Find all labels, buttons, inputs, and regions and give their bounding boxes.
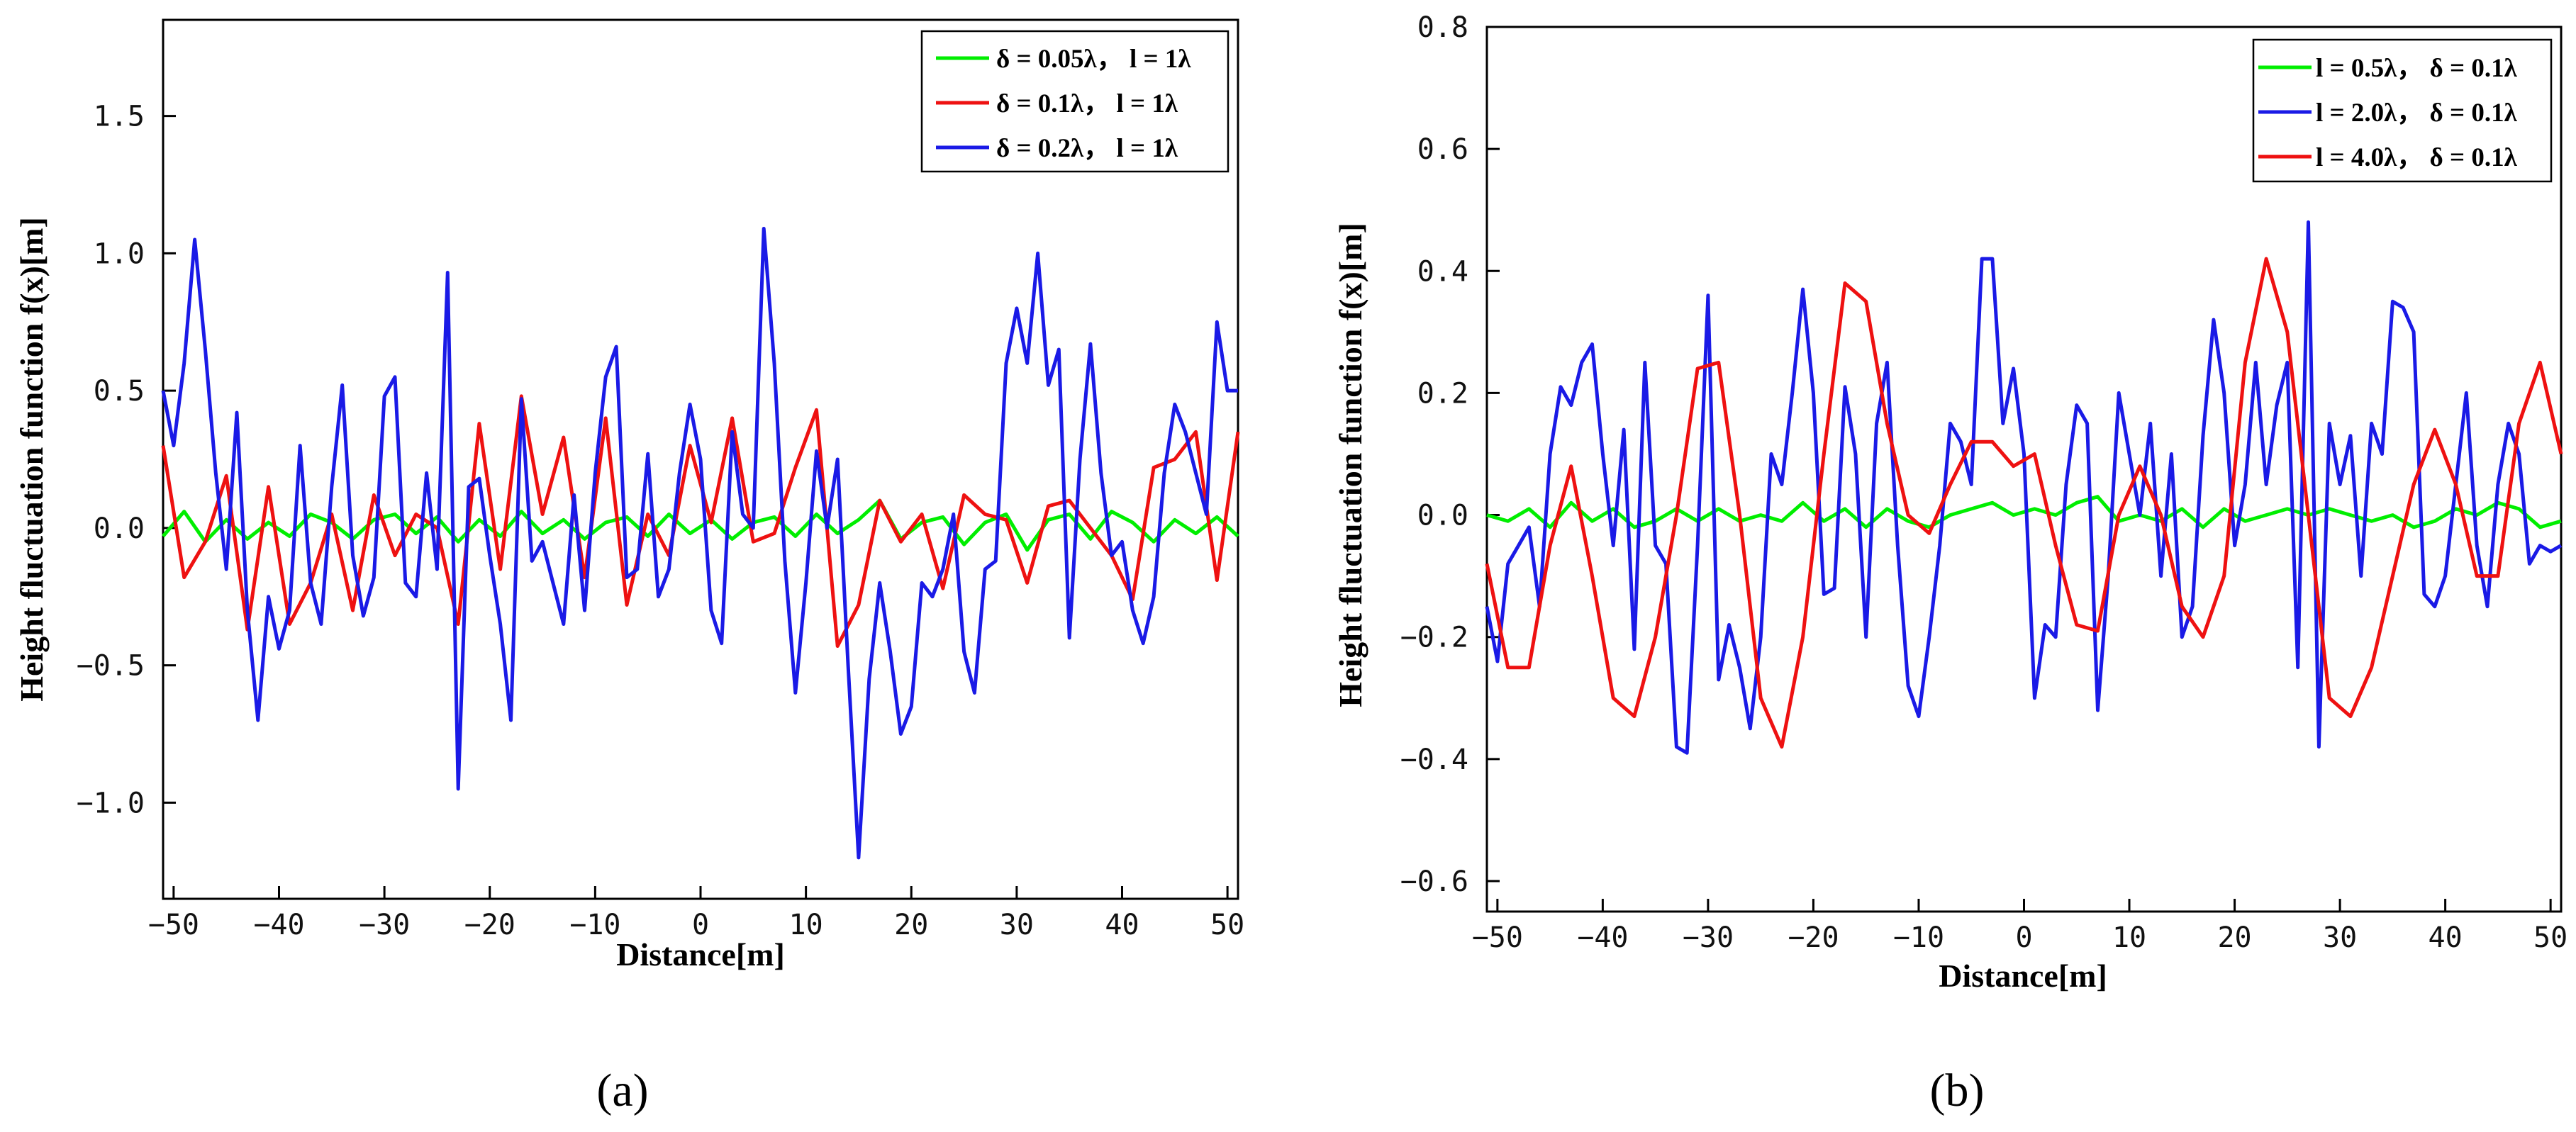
panel-b-y-tick-label: 0.8	[1417, 11, 1468, 44]
panel-b-x-tick-label: −10	[1893, 921, 1944, 954]
panel-b-y-tick-label: −0.6	[1400, 865, 1468, 898]
panel-b-y-tick-label: 0.6	[1417, 133, 1468, 166]
panel-a-y-tick-label: 1.5	[94, 101, 145, 133]
panel-a-y-tick-label: 1.0	[94, 237, 145, 270]
panel-a-x-tick-label: −20	[464, 909, 515, 941]
panel-b-x-tick-label: −40	[1577, 921, 1628, 954]
panel-a: −50 −40 −30 −20 −10 0 10 20 30 40 50 −1.0 −0.5 0.0 0.…	[13, 18, 1244, 1116]
panel-a-x-tick-label: 0	[692, 909, 709, 941]
panel-b-x-axis-title: Distance[m]	[1939, 958, 2107, 994]
panel-a-x-tick-label: −30	[359, 909, 410, 941]
panel-b-x-tick-label: 10	[2112, 921, 2146, 954]
panel-a-series	[161, 227, 1240, 860]
panel-b-legend: l = 0.5λ， δ = 0.1λ l = 2.0λ， δ = 0.1λ l …	[2252, 38, 2553, 183]
panel-a-y-tick-label: −1.0	[77, 787, 145, 819]
panel-b-y-ticks: −0.6 −0.4 −0.2 0.0 0.2 0.4 0.6 0.8	[1400, 11, 1500, 898]
panel-b-caption: (b)	[1930, 1065, 1985, 1116]
panel-b-x-tick-label: −20	[1788, 921, 1839, 954]
panel-b-x-tick-label: 40	[2429, 921, 2463, 954]
panel-b-legend-label-3: l = 4.0λ， δ = 0.1λ	[2316, 143, 2518, 172]
panel-a-x-axis-title: Distance[m]	[616, 936, 785, 973]
panel-b-x-tick-label: 30	[2323, 921, 2357, 954]
panel-b-legend-label-2: l = 2.0λ， δ = 0.1λ	[2316, 99, 2518, 128]
panel-a-y-tick-label: 0.5	[94, 375, 145, 408]
panel-b-legend-label-1: l = 0.5λ， δ = 0.1λ	[2316, 54, 2518, 83]
panel-b-x-tick-label: 0	[2015, 921, 2032, 954]
panel-a-y-ticks: −1.0 −0.5 0.0 0.5 1.0 1.5	[77, 101, 176, 819]
panel-a-x-tick-label: −40	[253, 909, 304, 941]
panel-a-x-tick-label: 50	[1210, 909, 1244, 941]
panel-b-x-ticks: −50 −40 −30 −20 −10 0 10 20 30 40 50	[1472, 899, 2567, 954]
panel-a-legend-label-3: δ = 0.2λ， l = 1λ	[996, 134, 1178, 163]
panel-b-y-tick-label: −0.4	[1400, 744, 1468, 776]
panel-a-x-tick-label: 30	[1000, 909, 1034, 941]
panel-b-y-tick-label: 0.2	[1417, 377, 1468, 410]
panel-a-y-axis-title: Height fluctuation function f(x)[m]	[13, 217, 50, 702]
panel-b: −50 −40 −30 −20 −10 0 10 20 30 40 50 −0.6 −0.4 −0.2 0…	[1332, 11, 2567, 1116]
panel-a-y-tick-label: −0.5	[77, 650, 145, 683]
panel-b-x-tick-label: −50	[1472, 921, 1523, 954]
panel-a-x-tick-label: 40	[1105, 909, 1139, 941]
panel-b-y-tick-label: 0.0	[1417, 500, 1468, 532]
panel-b-series-line-1	[1486, 495, 2562, 529]
panel-b-series-line-3	[1485, 257, 2563, 749]
panel-b-x-tick-label: 20	[2217, 921, 2251, 954]
panel-a-legend-label-2: δ = 0.1λ， l = 1λ	[996, 89, 1178, 118]
panel-b-y-tick-label: −0.2	[1400, 622, 1468, 654]
panel-b-y-tick-label: 0.4	[1417, 255, 1468, 288]
panel-a-y-tick-label: 0.0	[94, 512, 145, 545]
panel-a-legend-label-1: δ = 0.05λ， l = 1λ	[996, 45, 1191, 74]
panel-a-x-tick-label: 10	[789, 909, 823, 941]
panel-b-series-line-2	[1485, 220, 2563, 755]
panel-b-x-tick-label: 50	[2533, 921, 2567, 954]
panel-a-series-line-1	[162, 498, 1239, 552]
panel-b-y-axis-title: Height fluctuation function f(x)[m]	[1332, 223, 1368, 707]
panel-a-x-tick-label: −10	[569, 909, 620, 941]
panel-b-x-tick-label: −30	[1683, 921, 1734, 954]
panel-b-series	[1485, 220, 2563, 755]
panel-a-x-tick-label: 20	[894, 909, 928, 941]
panel-a-legend: δ = 0.05λ， l = 1λ δ = 0.1λ， l = 1λ δ = 0…	[920, 30, 1230, 173]
panel-a-x-ticks: −50 −40 −30 −20 −10 0 10 20 30 40 50	[148, 886, 1244, 941]
panel-a-series-line-3	[161, 227, 1238, 860]
panel-a-x-tick-label: −50	[148, 909, 199, 941]
panel-a-caption: (a)	[596, 1065, 648, 1116]
